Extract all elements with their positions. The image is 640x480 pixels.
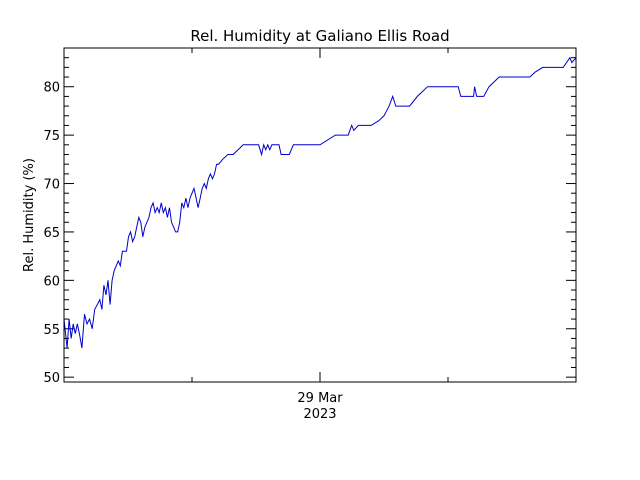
y-tick-label: 80 xyxy=(43,81,60,96)
y-tick-label: 55 xyxy=(43,323,60,338)
axis-ticks: 50 55 60 65 70 75 80 xyxy=(43,47,576,386)
y-tick-label: 75 xyxy=(43,129,60,144)
plot-frame xyxy=(63,47,577,383)
chart-title: Rel. Humidity at Galiano Ellis Road xyxy=(190,27,449,45)
series-layer xyxy=(63,56,577,349)
y-axis-label: Rel. Humidity (%) xyxy=(22,158,37,272)
humidity-series-line xyxy=(63,56,577,349)
y-tick-label: 70 xyxy=(43,178,60,193)
x-tick-label-year: 2023 xyxy=(303,407,336,422)
y-tick-label: 50 xyxy=(43,371,60,386)
x-tick-label-date: 29 Mar xyxy=(297,391,343,406)
y-tick-label: 60 xyxy=(43,274,60,289)
y-tick-label: 65 xyxy=(43,226,60,241)
